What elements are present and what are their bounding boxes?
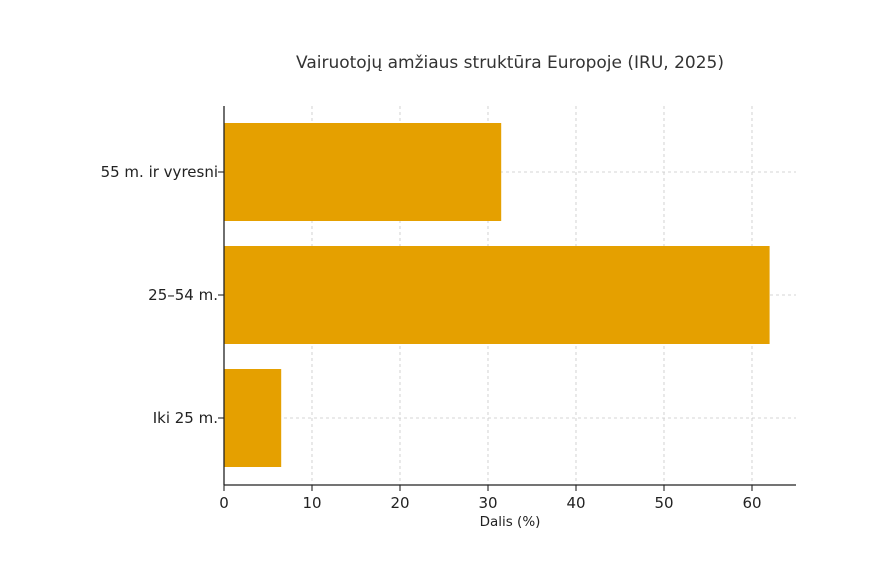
chart-title: Vairuotojų amžiaus struktūra Europoje (I…	[296, 53, 724, 73]
x-tick-label: 0	[219, 494, 229, 512]
x-tick-label: 10	[302, 494, 321, 512]
bar	[224, 369, 282, 467]
y-tick-label: 25–54 m.	[148, 286, 218, 304]
x-tick-label: 50	[654, 494, 673, 512]
x-tick-label: 40	[566, 494, 585, 512]
bar	[224, 123, 502, 221]
x-tick-label: 30	[478, 494, 497, 512]
bars	[224, 123, 770, 467]
x-tick-label: 60	[742, 494, 761, 512]
x-axis-label: Dalis (%)	[480, 514, 541, 530]
x-tick-label: 20	[390, 494, 409, 512]
y-tick-label: Iki 25 m.	[153, 409, 218, 427]
bar	[224, 246, 770, 344]
y-tick-label: 55 m. ir vyresni	[101, 163, 218, 181]
x-ticks: 0 10 20 30 40 50 60	[219, 485, 762, 512]
y-ticks: Iki 25 m. 25–54 m. 55 m. ir vyresni	[101, 163, 224, 427]
